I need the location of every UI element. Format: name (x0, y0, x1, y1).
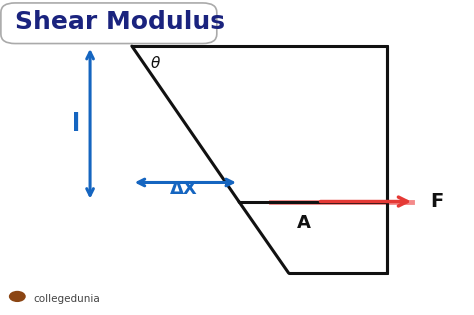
Text: A: A (297, 214, 310, 232)
Text: ΔX: ΔX (170, 180, 198, 198)
FancyBboxPatch shape (1, 3, 217, 43)
Text: θ: θ (151, 56, 161, 71)
Text: F: F (430, 192, 444, 211)
Circle shape (9, 291, 26, 302)
Text: Shear Modulus: Shear Modulus (15, 10, 225, 34)
Text: collegedunia: collegedunia (34, 294, 100, 304)
Text: l: l (72, 112, 80, 136)
